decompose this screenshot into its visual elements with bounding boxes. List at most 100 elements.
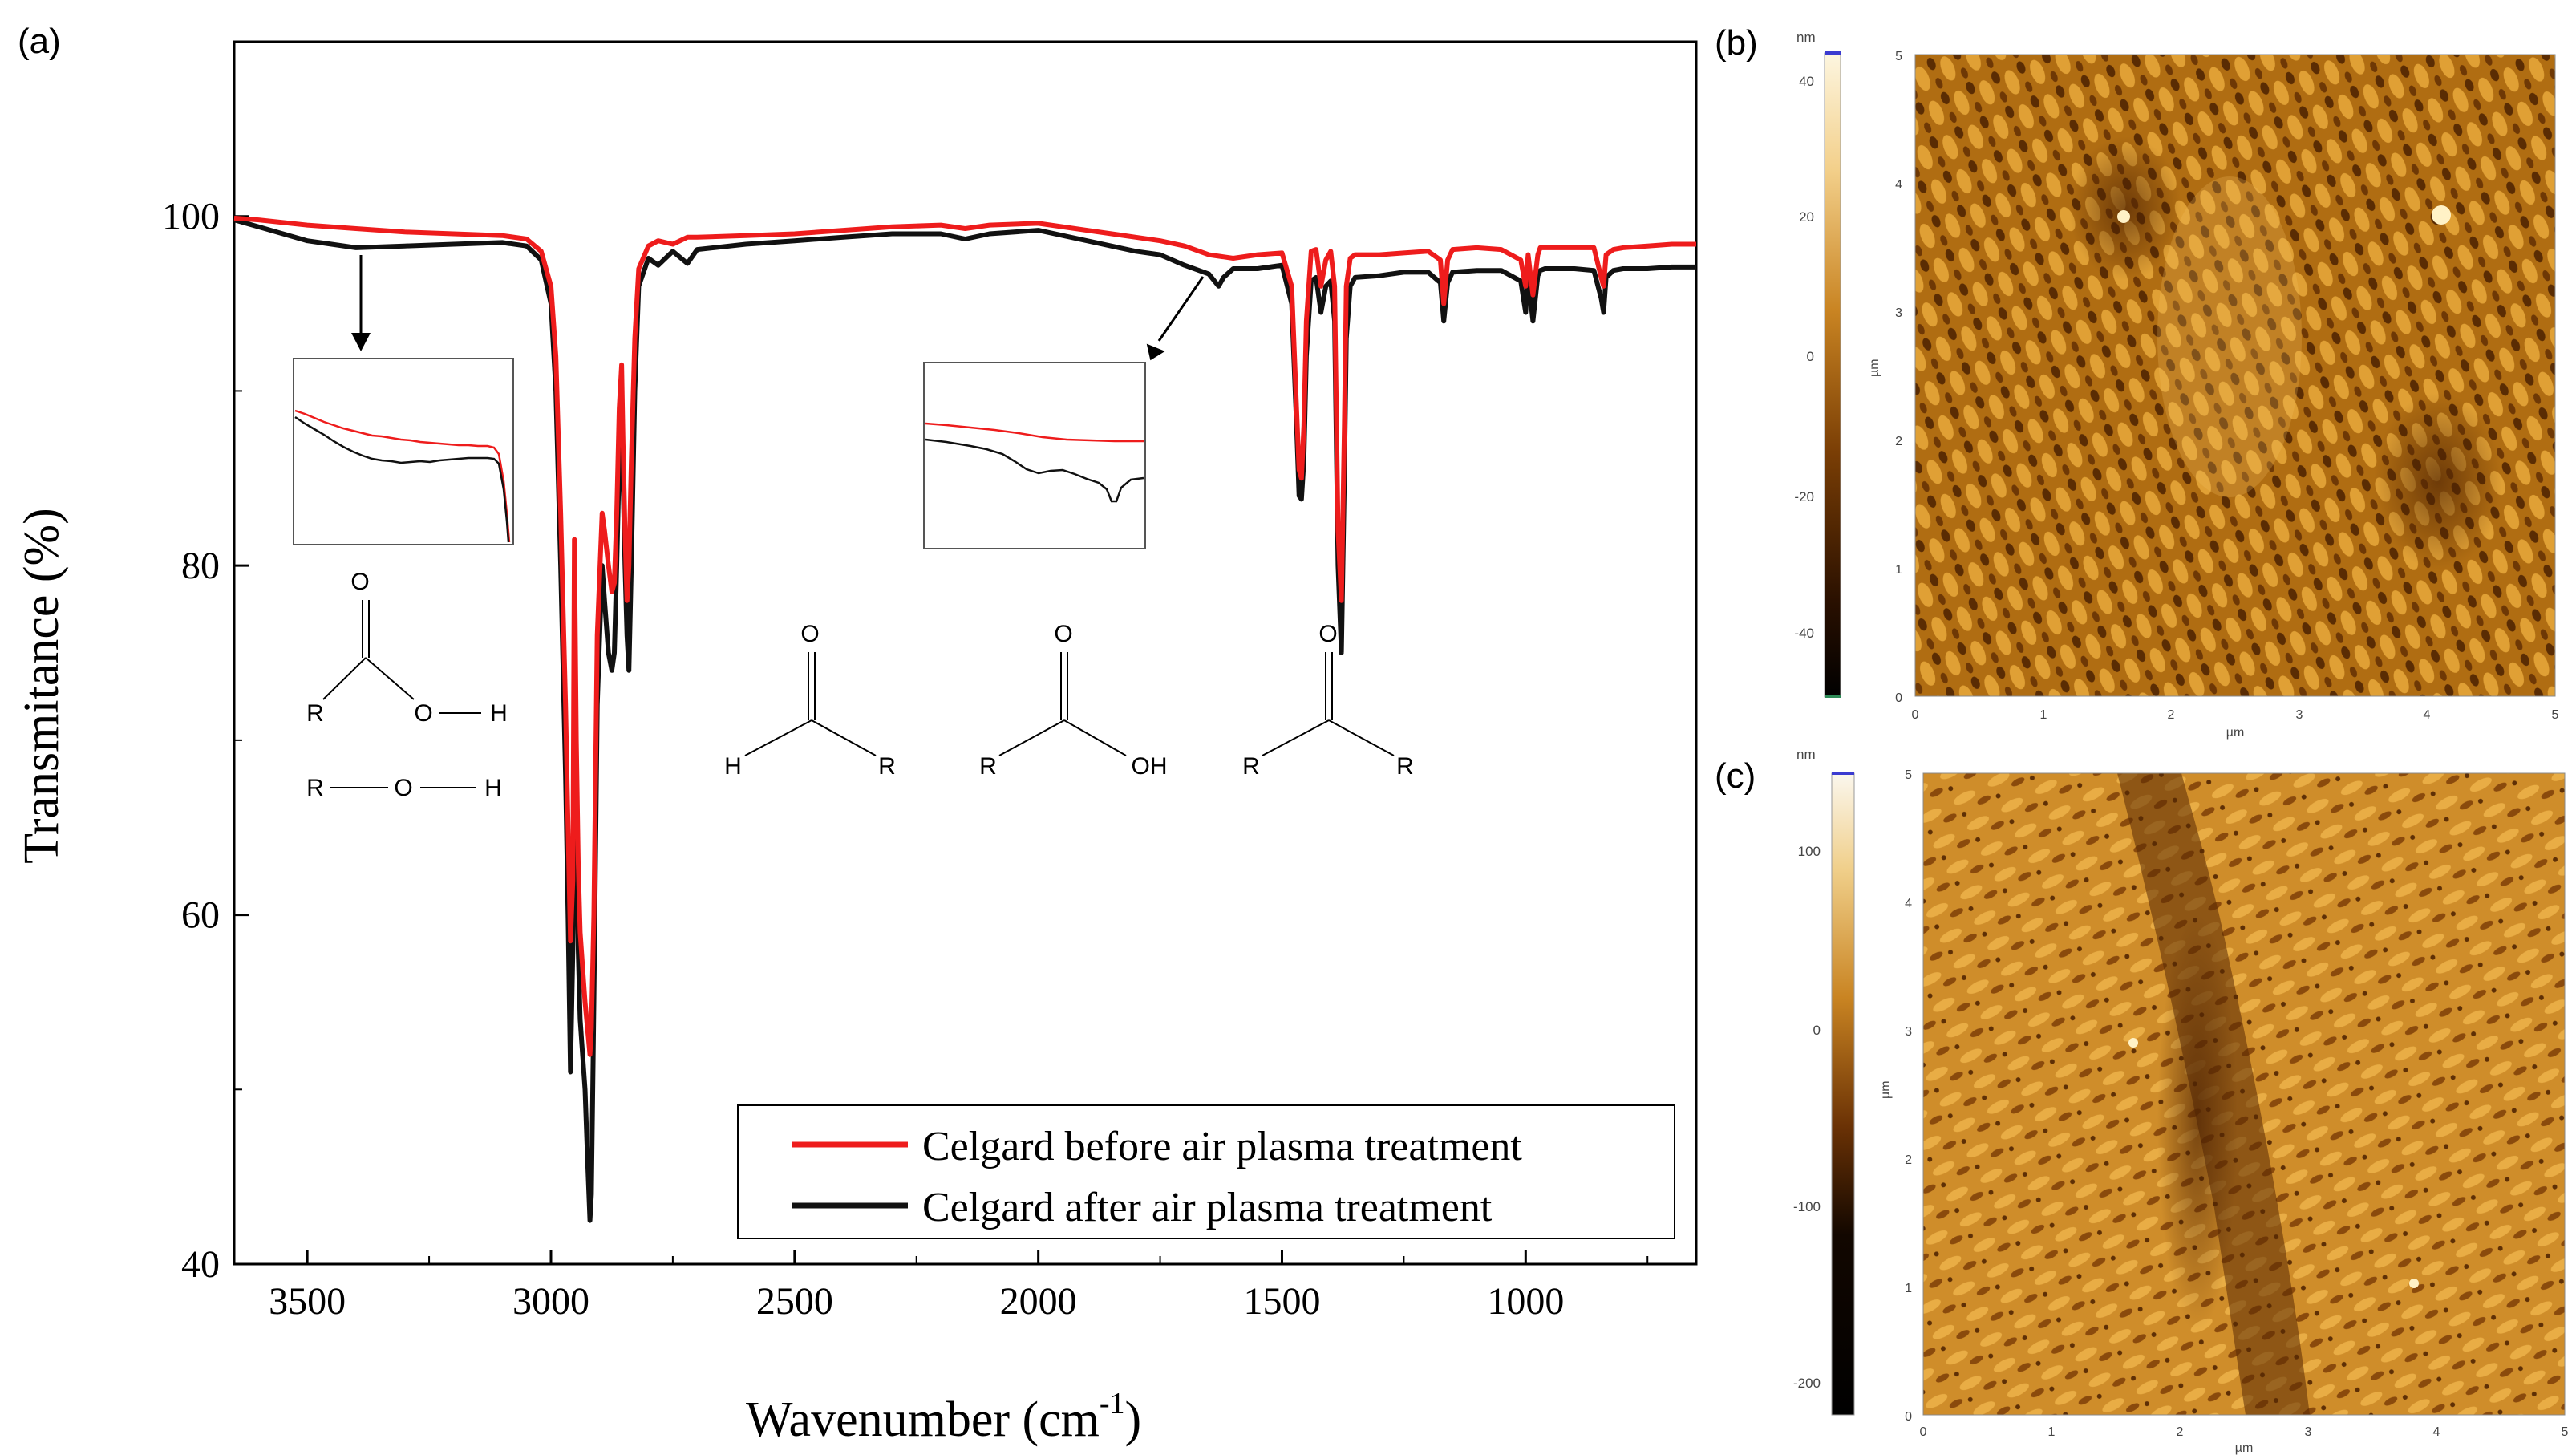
afm-b-scale-neg20: -20 xyxy=(1794,489,1814,505)
inset-right-after-trace xyxy=(925,438,1144,503)
y-axis-label: Transmitance (%) xyxy=(14,508,69,864)
afm-c-scale-neg100: -100 xyxy=(1793,1199,1821,1214)
afm-c-xtick-0: 0 xyxy=(1920,1425,1927,1439)
y-tick-label: 100 xyxy=(162,196,220,238)
x-tick-label: 3500 xyxy=(269,1280,346,1323)
struct1-r: R xyxy=(306,700,324,727)
inset-left-arrowhead xyxy=(351,333,371,351)
afm-c-x-unit: µm xyxy=(2235,1441,2254,1455)
struct4-o: O xyxy=(1054,621,1072,647)
afm-b-x-unit: µm xyxy=(2226,726,2245,740)
afm-c-ytick-1: 1 xyxy=(1905,1282,1912,1295)
afm-panel-c: nm 100 0 -100 -200 µm 5 4 3 2 1 0 0 1 2 … xyxy=(1793,747,2569,1455)
struct4-oh: OH xyxy=(1132,753,1168,780)
afm-b-scale-neg40: -40 xyxy=(1794,626,1814,641)
structure-aldehyde: O H R xyxy=(724,621,896,780)
struct5-o: O xyxy=(1318,621,1337,647)
afm-c-scale-100: 100 xyxy=(1798,844,1821,859)
afm-c-ytick-3: 3 xyxy=(1905,1025,1912,1039)
afm-c-scale-0: 0 xyxy=(1813,1023,1821,1038)
inset-left-after-trace xyxy=(294,415,510,543)
struct2-r: R xyxy=(306,775,324,801)
x-tick-label: 1500 xyxy=(1243,1280,1320,1323)
afm-c-ytick-0: 0 xyxy=(1905,1410,1912,1424)
struct3-h: H xyxy=(724,753,742,780)
inset-right-arrow xyxy=(1157,276,1205,342)
afm-c-xtick-2: 2 xyxy=(2177,1425,2184,1439)
afm-b-y-unit: µm xyxy=(1868,359,1881,377)
x-tick-label: 2000 xyxy=(1000,1280,1077,1323)
panel-label-b: (b) xyxy=(1715,23,1758,63)
x-tick-label: 1000 xyxy=(1487,1280,1564,1323)
struct3-o: O xyxy=(800,621,819,647)
afm-c-ytick-5: 5 xyxy=(1905,768,1912,782)
afm-b-colorbar xyxy=(1824,52,1841,698)
afm-b-ytick-3: 3 xyxy=(1895,306,1902,320)
x-axis-label: Wavenumber (cm-1) xyxy=(746,1387,1141,1447)
panel-label-c: (c) xyxy=(1715,756,1756,796)
inset-right-arrowhead xyxy=(1146,343,1165,361)
x-tick-label: 3000 xyxy=(512,1280,589,1323)
afm-b-xtick-1: 1 xyxy=(2040,708,2047,722)
afm-b-xtick-0: 0 xyxy=(1912,708,1919,722)
y-tick-label: 60 xyxy=(181,894,220,937)
struct2-h: H xyxy=(484,775,502,801)
structure-carboxylic-acid-1: O R O H xyxy=(306,569,508,727)
legend-box xyxy=(737,1104,1675,1239)
inset-left-frame xyxy=(293,358,514,545)
x-axis-ticks: 3500 3000 2500 2000 1500 1000 xyxy=(269,1250,1649,1323)
afm-c-xtick-4: 4 xyxy=(2433,1425,2440,1439)
afm-b-ytick-0: 0 xyxy=(1895,691,1902,705)
inset-right-frame xyxy=(923,362,1146,549)
inset-left-before-trace xyxy=(294,409,511,543)
afm-c-ytick-2: 2 xyxy=(1905,1153,1912,1167)
structure-carboxylic-acid-2: O R OH xyxy=(979,621,1167,780)
afm-c-unit: nm xyxy=(1796,747,1816,762)
struct1-o-top: O xyxy=(350,569,369,595)
inset-left xyxy=(293,255,514,545)
struct4-r: R xyxy=(979,753,997,780)
afm-b-scale-20: 20 xyxy=(1799,209,1814,225)
afm-b-xtick-2: 2 xyxy=(2168,708,2175,722)
plot-frame xyxy=(233,40,1698,1266)
struct5-r-right: R xyxy=(1396,753,1414,780)
afm-b-scale-0: 0 xyxy=(1807,349,1814,364)
afm-b-ytick-5: 5 xyxy=(1895,50,1902,63)
afm-c-ytick-4: 4 xyxy=(1905,897,1912,910)
struct3-r: R xyxy=(878,753,896,780)
ftir-chart: 40 60 80 100 3500 3000 2500 2000 1500 1000 Trans… xyxy=(14,40,1698,1447)
x-tick-label: 2500 xyxy=(756,1280,833,1323)
afm-c-xtick-1: 1 xyxy=(2048,1425,2056,1439)
afm-c-colorbar xyxy=(1831,772,1855,1416)
afm-c-y-unit: µm xyxy=(1879,1080,1893,1099)
afm-c-scale-neg200: -200 xyxy=(1793,1376,1821,1391)
inset-right-before-trace xyxy=(925,422,1144,443)
afm-b-scale-40: 40 xyxy=(1799,74,1814,89)
panel-label-a: (a) xyxy=(18,22,61,61)
struct1-o-mid: O xyxy=(414,700,432,727)
structure-alcohol: R O H xyxy=(306,775,502,801)
structure-ketone: O R R xyxy=(1242,621,1414,780)
y-tick-label: 80 xyxy=(181,545,220,587)
struct1-h: H xyxy=(490,700,508,727)
inset-right xyxy=(923,276,1205,549)
afm-panel-b: nm 40 20 0 -20 -40 µm 5 4 3 2 1 0 0 1 2 … xyxy=(1794,30,2558,740)
afm-b-ytick-1: 1 xyxy=(1895,563,1902,577)
legend: Celgard before air plasma treatment Celg… xyxy=(737,1104,1675,1239)
series-line-before xyxy=(233,215,1696,1057)
struct5-r-left: R xyxy=(1242,753,1260,780)
afm-b-xtick-3: 3 xyxy=(2296,708,2303,722)
series-layer xyxy=(233,215,1696,1223)
legend-label-before: Celgard before air plasma treatment xyxy=(922,1124,1522,1169)
struct2-o: O xyxy=(394,775,412,801)
afm-b-ytick-4: 4 xyxy=(1895,178,1902,192)
afm-b-unit: nm xyxy=(1796,30,1816,45)
afm-c-xtick-3: 3 xyxy=(2305,1425,2312,1439)
afm-b-xtick-4: 4 xyxy=(2424,708,2431,722)
afm-c-xtick-5: 5 xyxy=(2562,1425,2569,1439)
y-tick-label: 40 xyxy=(181,1243,220,1286)
afm-b-xtick-5: 5 xyxy=(2552,708,2559,722)
legend-label-after: Celgard after air plasma treatment xyxy=(922,1185,1493,1230)
afm-b-ytick-2: 2 xyxy=(1895,435,1902,448)
